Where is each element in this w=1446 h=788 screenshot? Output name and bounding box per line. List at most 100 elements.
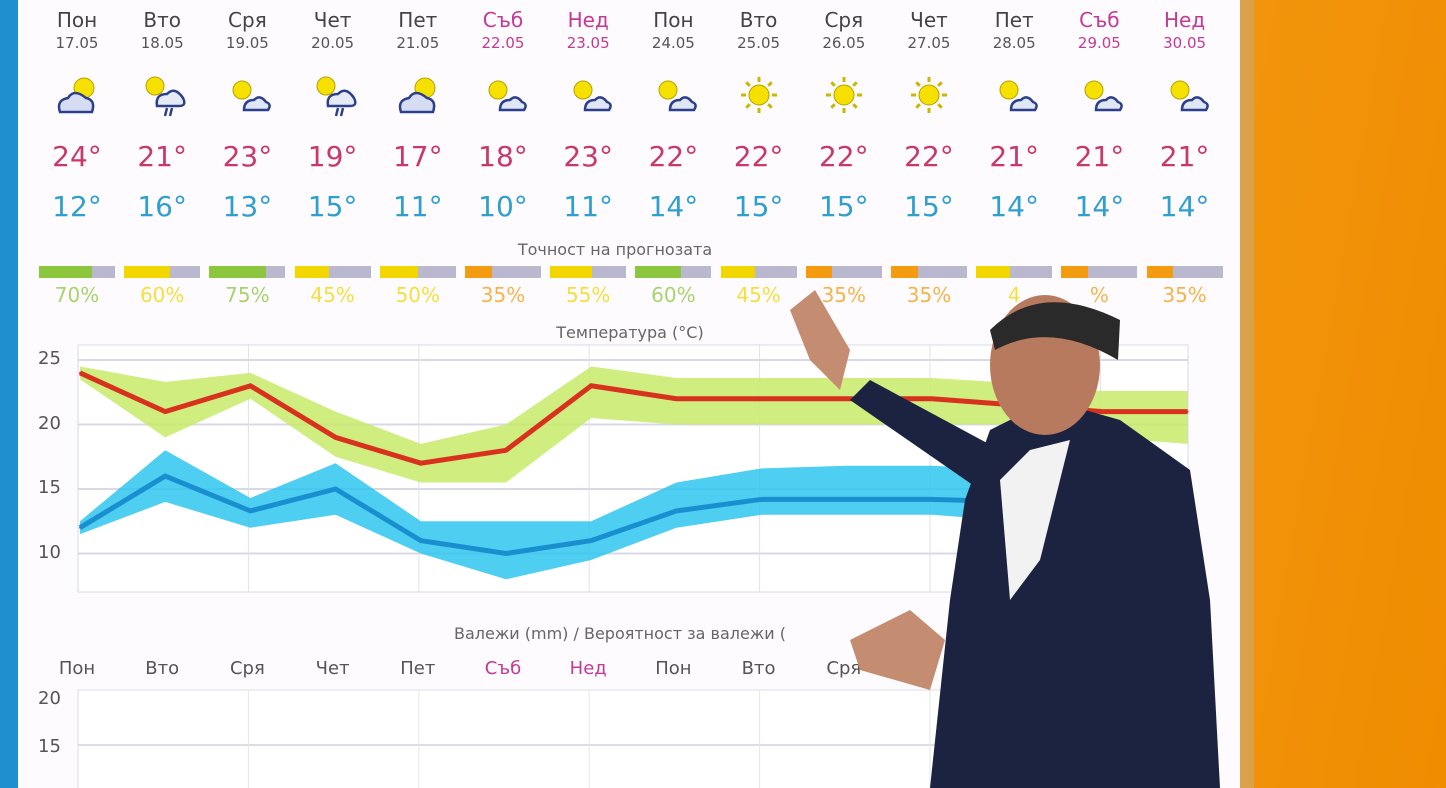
min-temp-point <box>79 526 81 529</box>
sun-cloud-icon <box>232 80 272 112</box>
max-temp: 23° <box>222 140 273 173</box>
accuracy-percent: % <box>1089 283 1109 307</box>
min-temp: 16° <box>137 190 187 223</box>
max-temp: 22° <box>904 140 954 173</box>
sun-cloud-icon <box>573 80 613 112</box>
min-temp: 15° <box>733 190 784 223</box>
max-temp: 22° <box>733 140 784 173</box>
weather-icon-cell <box>799 70 889 120</box>
weather-icon-cell <box>32 70 122 120</box>
min-temp: 14° <box>648 190 699 223</box>
day-date: 17.05 <box>55 34 99 52</box>
min-temp: 14° <box>1159 190 1210 223</box>
accuracy-percent: 45% <box>310 283 355 307</box>
precip-day-label: Сря <box>229 658 265 679</box>
day-date: 18.05 <box>140 34 184 52</box>
weather-icon-cell <box>288 70 378 120</box>
accuracy-percent: 45% <box>736 283 781 307</box>
day-name: Пон <box>653 8 694 32</box>
day-name: Пет <box>398 8 438 32</box>
day-date: 24.05 <box>651 34 695 52</box>
min-temp: 15° <box>904 190 954 223</box>
precip-day-label: Пон <box>58 658 96 679</box>
thunderstorm-icon <box>145 76 186 117</box>
day-date: 28.05 <box>992 34 1036 52</box>
accuracy-percent: 50% <box>395 283 441 307</box>
max-temp: 18° <box>478 140 528 173</box>
screen-edge <box>0 0 18 788</box>
precip-day-label: Нед <box>569 658 607 679</box>
y-tick-label: 10 <box>38 541 61 563</box>
accuracy-percent: 35% <box>821 283 867 307</box>
accuracy-bar <box>635 266 712 278</box>
day-name: Сря <box>228 8 267 32</box>
accuracy-bar <box>1061 266 1138 278</box>
accuracy-bar <box>209 266 286 278</box>
day-name: Чет <box>910 8 948 32</box>
sun-icon <box>740 77 777 113</box>
partly-cloudy-icon <box>398 77 436 114</box>
accuracy-bar <box>39 266 115 278</box>
max-temp-point <box>164 410 167 413</box>
precip-day-label: Вто <box>145 658 180 679</box>
accuracy-percent: 35% <box>480 283 526 307</box>
accuracy-fill <box>379 266 418 278</box>
day-name: Нед <box>567 8 609 32</box>
accuracy-percent: 55% <box>565 283 611 307</box>
min-temp-point <box>760 498 763 501</box>
accuracy-bar <box>379 266 456 278</box>
day-date: 27.05 <box>907 34 951 52</box>
weather-icon-cell <box>969 70 1059 120</box>
sun-icon <box>825 77 862 113</box>
day-date: 20.05 <box>311 34 355 52</box>
max-temp-point <box>1186 410 1189 413</box>
day-name: Вто <box>143 8 181 32</box>
sun-icon <box>911 77 947 113</box>
weather-icon-cell <box>1054 70 1144 120</box>
max-temp-point <box>249 384 252 387</box>
accuracy-percent: 70% <box>54 283 100 307</box>
max-temp-point <box>590 384 593 387</box>
accuracy-fill <box>294 266 329 278</box>
weather-icon-cell <box>884 70 974 120</box>
accuracy-fill <box>720 266 755 278</box>
accuracy-bar <box>805 266 882 278</box>
max-temp-point <box>931 397 933 400</box>
precip-y-tick-label: 15 <box>38 736 61 757</box>
accuracy-fill <box>465 266 492 278</box>
y-tick-label: 15 <box>38 477 61 498</box>
sun-cloud-icon <box>658 80 698 112</box>
max-temp: 23° <box>563 140 613 173</box>
max-temp: 24° <box>52 140 102 173</box>
accuracy-bar <box>720 266 797 278</box>
accuracy-percent: 60% <box>139 283 185 307</box>
min-temp: 15° <box>307 190 358 223</box>
thunderstorm-icon <box>316 76 357 117</box>
day-date: 30.05 <box>1163 34 1207 52</box>
weather-icon-cell <box>628 70 718 120</box>
max-temp-point <box>79 371 81 374</box>
y-tick-label: 25 <box>38 348 61 369</box>
precip-day-label: Пон <box>655 658 692 679</box>
sun-cloud-icon <box>1170 80 1209 112</box>
precip-day-label: Чет <box>315 658 350 679</box>
accuracy-fill <box>805 266 833 278</box>
weather-icon-cell <box>543 70 633 120</box>
max-temp: 21° <box>137 140 187 173</box>
accuracy-bar <box>124 266 201 278</box>
min-temp: 14° <box>989 190 1039 223</box>
partly-cloudy-icon <box>57 77 95 114</box>
max-temp: 21° <box>1159 140 1210 173</box>
min-temp-point <box>675 509 678 512</box>
min-temp-point <box>249 509 252 512</box>
accuracy-bar <box>465 266 541 278</box>
min-temp: 11° <box>563 190 613 223</box>
sun-cloud-icon <box>999 80 1039 112</box>
min-temp: 10° <box>478 190 528 223</box>
precipitation-chart-title: Валежи (mm) / Вероятност за валежи ( <box>454 624 786 643</box>
max-temp-point <box>845 397 848 400</box>
accuracy-fill <box>124 266 170 278</box>
max-temp: 22° <box>648 140 699 173</box>
max-temp-point <box>334 436 337 439</box>
